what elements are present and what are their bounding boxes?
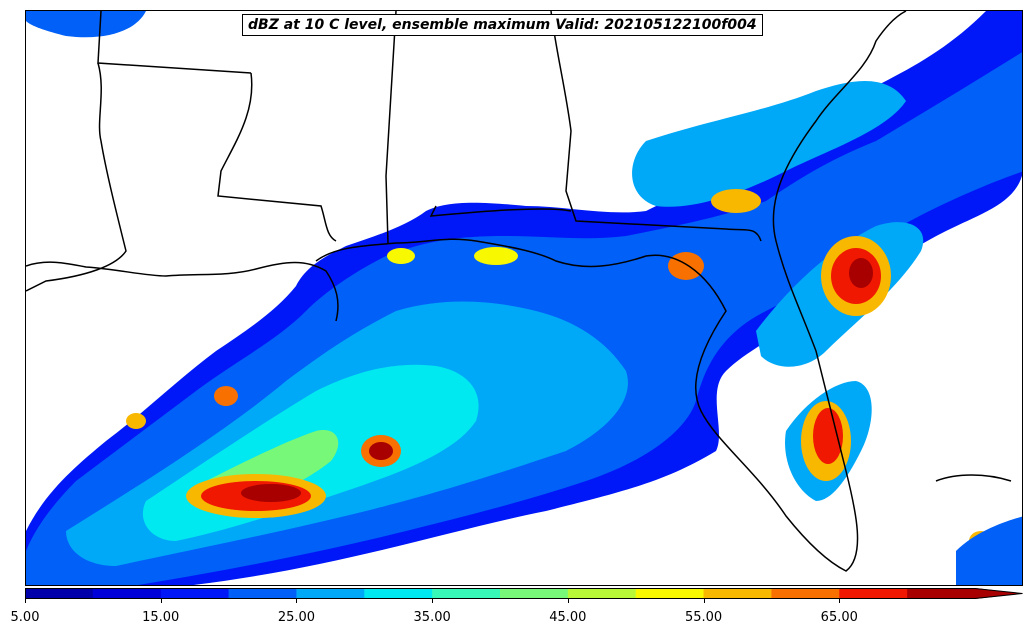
colorbar-tick-mark [703, 599, 705, 603]
colorbar-tick-mark [25, 599, 26, 603]
colorbar-tick-mark [839, 599, 841, 603]
colorbar-segment [907, 588, 976, 599]
boundary-lines [26, 11, 1012, 572]
colorbar-segment [160, 588, 230, 599]
colorbar-segment [296, 588, 365, 599]
colorbar-tick-label: 65.00 [820, 610, 858, 625]
colorbar-segment [635, 588, 705, 599]
reflectivity-field [26, 11, 1022, 585]
colorbar-segment [25, 588, 94, 599]
colorbar-segment [500, 588, 569, 599]
colorbar-tick-label: 45.00 [549, 610, 587, 625]
colorbar-segment [839, 588, 908, 599]
colorbar-segment [228, 588, 297, 599]
colorbar-tick-label: 25.00 [277, 610, 316, 625]
colorbar-tick-label: 5.00 [10, 610, 40, 625]
map-title: dBZ at 10 C level, ensemble maximum Vali… [242, 14, 763, 36]
colorbar-tick-mark [432, 599, 434, 603]
colorbar-segment [567, 588, 637, 599]
colorbar-tick-mark [160, 599, 162, 603]
colorbar-tick-label: 15.00 [142, 610, 180, 625]
colorbar-segment [703, 588, 772, 599]
colorbar-segment [364, 588, 433, 599]
radar-map [25, 10, 1023, 586]
colorbar-segment [92, 588, 162, 599]
colorbar-segment [432, 588, 501, 599]
colorbar-tick-label: 35.00 [413, 610, 451, 625]
colorbar-tick-mark [296, 599, 298, 603]
colorbar-outline [25, 588, 1023, 599]
storm-cells [126, 189, 993, 551]
colorbar-segment [771, 588, 840, 599]
colorbar-tick-mark [567, 599, 569, 603]
colorbar [25, 588, 1023, 599]
colorbar-tick-label: 55.00 [684, 610, 723, 625]
colorbar-extend-arrow [975, 588, 1023, 599]
reflectivity-fill [26, 11, 1022, 585]
